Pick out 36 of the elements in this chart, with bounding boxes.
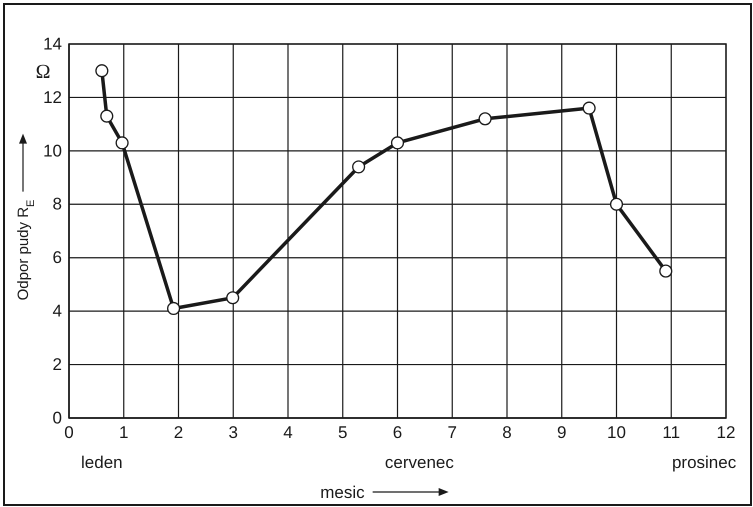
y-tick-label: 0 — [52, 408, 62, 428]
point — [390, 136, 404, 150]
point — [116, 136, 129, 150]
x-tick-label: 10 — [607, 423, 626, 442]
point — [582, 102, 596, 115]
point — [226, 291, 240, 304]
x-tick-label: 5 — [338, 423, 348, 442]
x-tick-label: 6 — [392, 423, 402, 442]
x-axis-title: mesic — [320, 483, 366, 502]
y-tick-label: 12 — [43, 88, 62, 107]
y-tick-label: 2 — [52, 355, 62, 374]
x-tick-label: 8 — [502, 423, 512, 442]
y-tick-label: 10 — [43, 141, 62, 160]
x-tick-label: 11 — [662, 423, 680, 442]
x-tick-label: 1 — [119, 423, 128, 442]
text: cervenec — [384, 453, 454, 472]
text: leden — [81, 453, 123, 472]
y-tick-label: 8 — [52, 194, 62, 214]
x-tick-label: 9 — [557, 423, 566, 442]
point — [100, 110, 114, 123]
x-tick-label: 4 — [283, 423, 293, 442]
point — [352, 160, 366, 174]
x-tick-label: 3 — [228, 423, 238, 442]
point — [478, 112, 492, 126]
point — [95, 64, 108, 78]
point — [167, 302, 180, 316]
text: Ω — [36, 61, 50, 83]
text: prosinec — [672, 453, 737, 472]
y-tick-label: 14 — [43, 34, 62, 54]
y-tick-label: 6 — [52, 248, 62, 268]
point — [610, 198, 624, 211]
y-tick-label: 4 — [52, 302, 62, 321]
x-tick-label: 12 — [716, 423, 736, 442]
x-tick-label: 7 — [448, 423, 457, 442]
point — [659, 264, 672, 278]
x-tick-label: 2 — [174, 423, 184, 442]
